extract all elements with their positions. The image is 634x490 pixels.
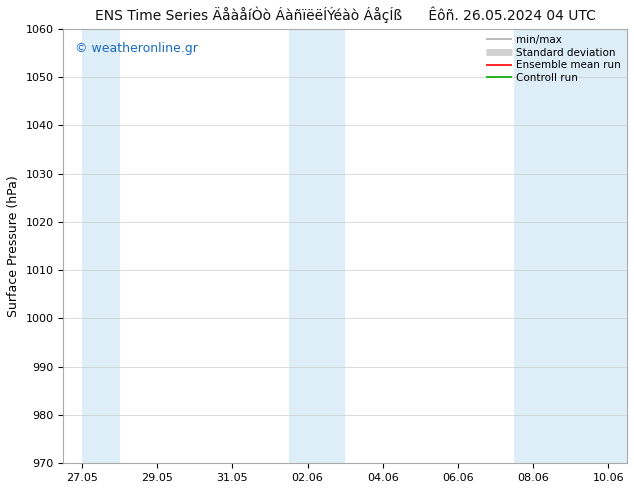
Bar [82, 29, 120, 464]
Y-axis label: Surface Pressure (hPa): Surface Pressure (hPa) [7, 175, 20, 317]
Legend: min/max, Standard deviation, Ensemble mean run, Controll run: min/max, Standard deviation, Ensemble me… [482, 31, 625, 87]
Text: © weatheronline.gr: © weatheronline.gr [75, 42, 198, 55]
Bar [514, 29, 627, 464]
Title: ENS Time Series ÄåàåíÒò ÁàñïëëÍÝéàò ÁåçÍß      Êôñ. 26.05.2024 04 UTC: ENS Time Series ÄåàåíÒò ÁàñïëëÍÝéàò ÁåçÍ… [94, 7, 595, 24]
Bar [289, 29, 345, 464]
